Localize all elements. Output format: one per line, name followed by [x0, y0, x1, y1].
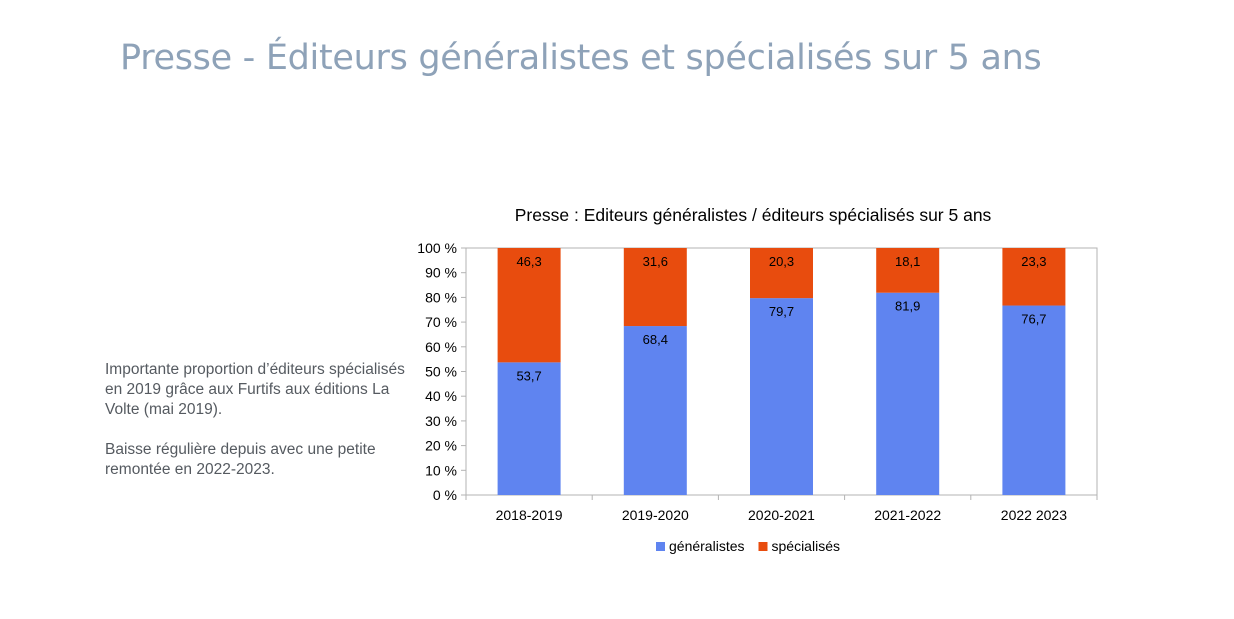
x-tick-label: 2020-2021 [748, 507, 815, 523]
data-label: 20,3 [769, 254, 794, 269]
data-label: 68,4 [643, 332, 668, 347]
y-tick-label: 0 % [433, 487, 457, 503]
bar-spécialisés-2020-2021 [750, 248, 813, 299]
data-label: 18,1 [895, 254, 920, 269]
data-label: 53,7 [516, 368, 541, 383]
bar-spécialisés-2018-2019 [497, 248, 561, 363]
bar-spécialisés-2019-2020 [623, 248, 687, 327]
notes-text: Importante proportion d’éditeurs spécial… [105, 360, 405, 500]
slide-title: Presse - Éditeurs généralistes et spécia… [120, 38, 1042, 78]
chart-legend: généralistes spécialisés [656, 538, 840, 554]
legend-swatch-généralistes [656, 542, 665, 551]
y-tick-label: 50 % [425, 364, 457, 380]
legend-label-spécialisés: spécialisés [772, 538, 840, 554]
chart-title: Presse : Editeurs généralistes / éditeur… [515, 205, 992, 225]
bar-généralistes-2021-2022 [876, 292, 940, 495]
y-tick-label: 100 % [417, 240, 457, 256]
data-label: 46,3 [516, 254, 541, 269]
x-tick-label: 2018-2019 [496, 507, 563, 523]
y-tick-label: 90 % [425, 265, 457, 281]
note-paragraph-2: Baisse régulière depuis avec une petite … [105, 441, 376, 478]
bar-spécialisés-2022 2023 [1002, 248, 1066, 306]
note-paragraph-1: Importante proportion d’éditeurs spécial… [105, 361, 405, 418]
bar-généralistes-2020-2021 [750, 298, 813, 495]
y-tick-label: 40 % [425, 388, 457, 404]
x-tick-label: 2019-2020 [622, 507, 689, 523]
bar-généralistes-2018-2019 [497, 362, 561, 495]
y-tick-label: 10 % [425, 462, 457, 478]
y-tick-label: 60 % [425, 339, 457, 355]
bar-généralistes-2022 2023 [1002, 305, 1066, 495]
legend-label-généralistes: généralistes [669, 538, 745, 554]
data-label: 31,6 [643, 254, 668, 269]
plot-area: 0 % 10 % 20 % 30 % 40 % 50 % 60 % 70 % 80 % 90 % 1… [417, 240, 1098, 523]
y-tick-label: 70 % [425, 314, 457, 330]
y-tick-label: 80 % [425, 289, 457, 305]
bar-généralistes-2019-2020 [623, 326, 687, 495]
data-label: 76,7 [1021, 312, 1046, 327]
bar-spécialisés-2021-2022 [876, 248, 940, 293]
x-tick-label: 2022 2023 [1001, 507, 1067, 523]
data-label: 79,7 [769, 304, 794, 319]
y-tick-label: 30 % [425, 413, 457, 429]
y-tick-label: 20 % [425, 438, 457, 454]
data-label: 81,9 [895, 299, 920, 314]
x-tick-label: 2021-2022 [874, 507, 941, 523]
legend-swatch-spécialisés [758, 542, 768, 551]
data-label: 23,3 [1021, 254, 1046, 269]
